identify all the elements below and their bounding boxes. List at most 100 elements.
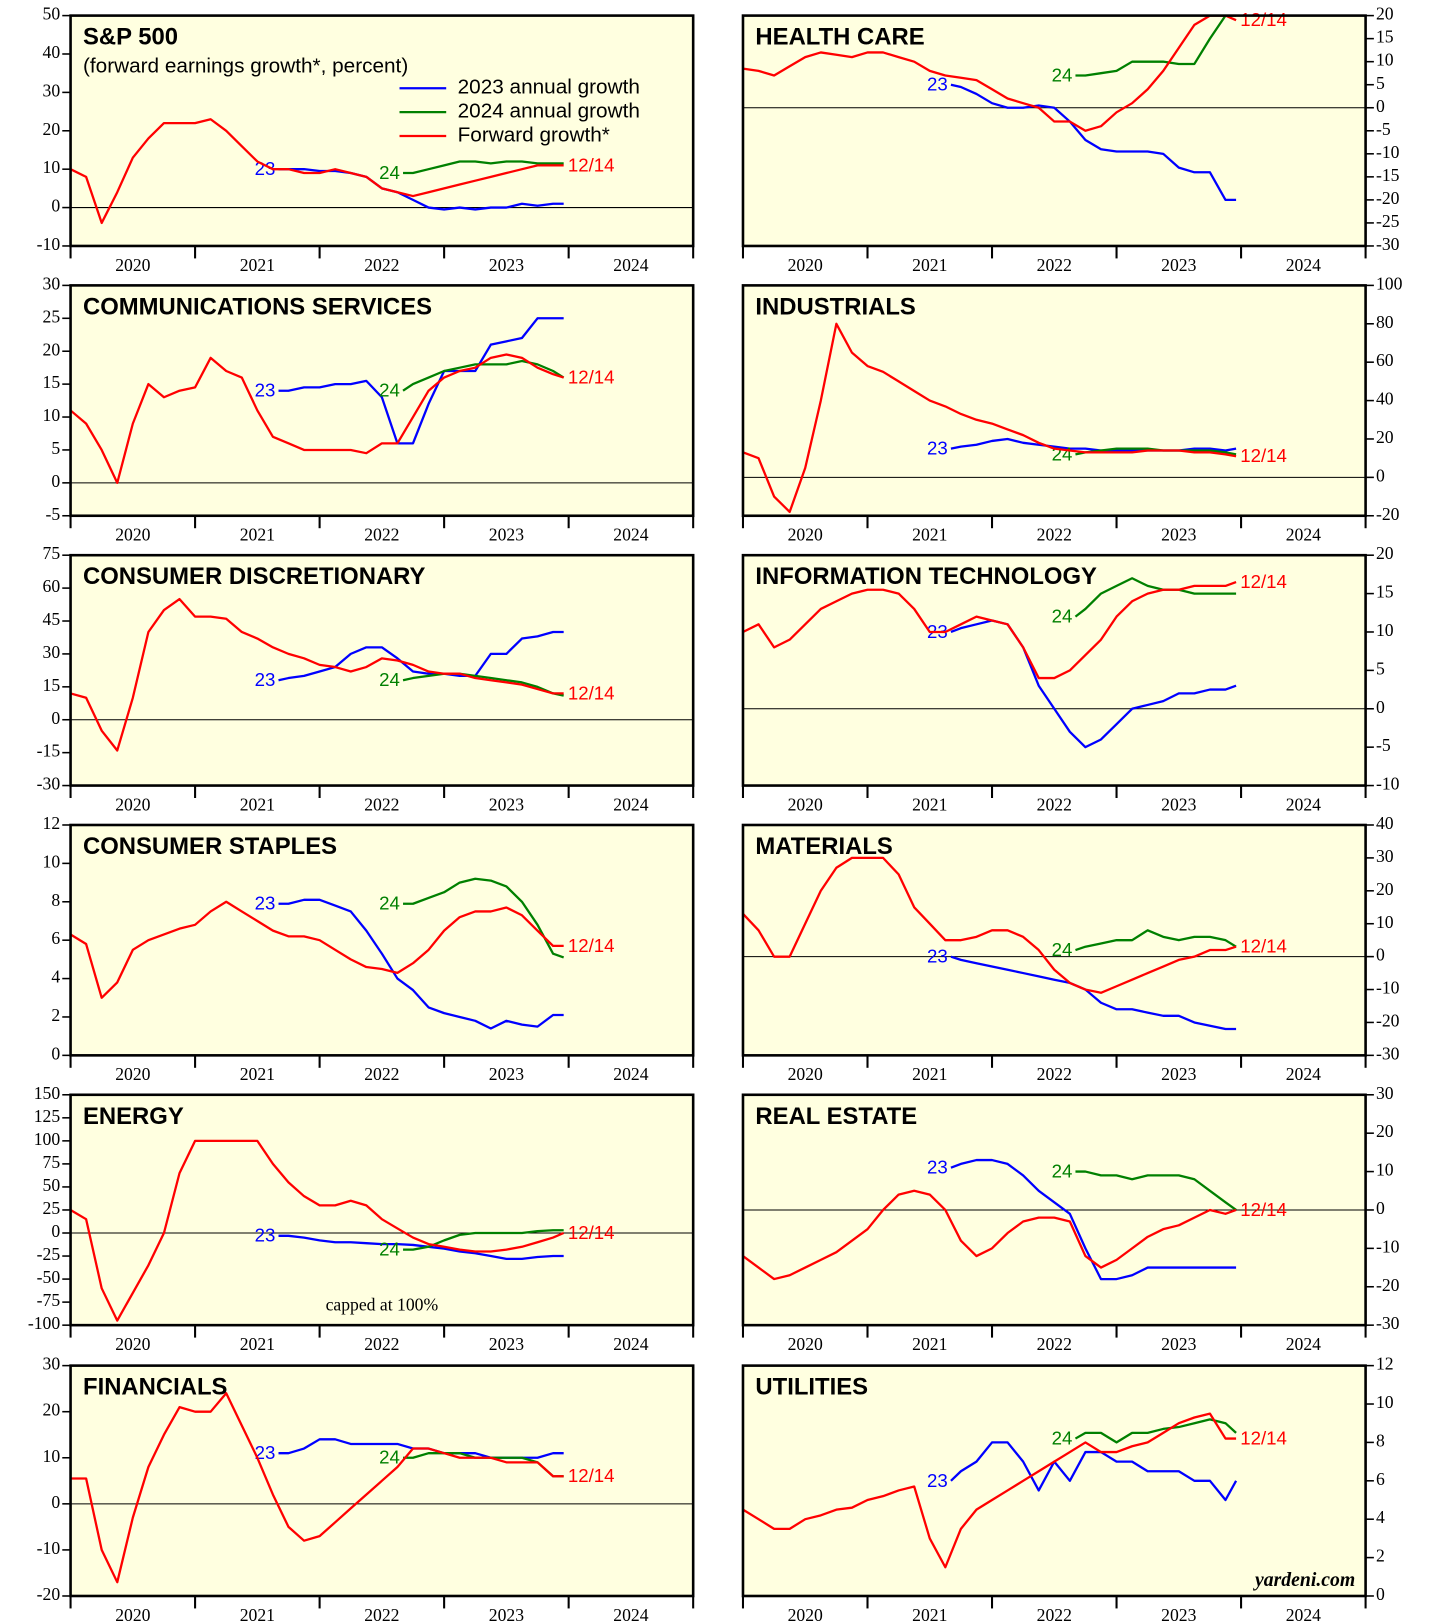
x-tick-label: 2023: [1161, 1334, 1196, 1354]
series-line: [742, 856, 1237, 994]
series-line: [950, 1158, 1237, 1281]
y-tick-label: 6: [51, 928, 60, 948]
y-tick-label: 20: [1376, 543, 1394, 563]
y-tick-label: 0: [51, 1492, 60, 1512]
plot-frame: [69, 553, 695, 787]
y-tick-label: 100: [34, 1129, 61, 1149]
series-line: [950, 955, 1237, 1031]
chart-title: FINANCIALS: [83, 1374, 227, 1401]
y-tick-label: 20: [43, 339, 61, 359]
y-tick-label: 15: [43, 675, 61, 695]
x-tick-label: 2020: [115, 1064, 150, 1084]
x-tick-label: 2020: [115, 525, 150, 545]
x-tick-label: 2024: [613, 525, 648, 545]
x-tick-label: 2021: [912, 255, 947, 275]
series-line: [1074, 577, 1237, 618]
x-tick-label: 2023: [489, 1064, 524, 1084]
plot-frame: [741, 284, 1367, 518]
x-tick-label: 2022: [1037, 525, 1072, 545]
x-tick-label: 2020: [788, 525, 823, 545]
legend-label: Forward growth*: [458, 123, 610, 146]
y-tick-label: 4: [1376, 1507, 1385, 1527]
x-tick-label: 2021: [912, 1334, 947, 1354]
x-tick-label: 2020: [788, 1064, 823, 1084]
y-tick-label: 0: [1376, 697, 1385, 717]
chart-title: MATERIALS: [755, 833, 892, 860]
y-tick-label: 40: [1376, 813, 1394, 833]
series-label: 23: [927, 438, 948, 459]
x-tick-label: 2023: [1161, 1605, 1196, 1623]
x-tick-label: 2020: [115, 255, 150, 275]
x-tick-label: 2024: [613, 1064, 648, 1084]
plot-area: [742, 824, 1366, 1056]
y-tick-label: 5: [1376, 658, 1385, 678]
y-tick-label: 30: [1376, 1083, 1394, 1103]
plot-frame: [69, 1364, 695, 1598]
x-tick-label: 2023: [1161, 1064, 1196, 1084]
plot-frame: [69, 1093, 695, 1327]
legend-label: 2024 annual growth: [458, 100, 640, 123]
source: yardeni.com: [1253, 1569, 1355, 1591]
series-line: [70, 1392, 564, 1584]
y-tick-label: 0: [1376, 1584, 1385, 1604]
y-tick-label: 0: [51, 1043, 60, 1063]
series-line: [950, 83, 1237, 202]
x-tick-label: 2024: [613, 1334, 648, 1354]
plot-frame: [741, 1093, 1367, 1327]
series-label: 23: [255, 1225, 276, 1246]
series-line: [69, 900, 564, 999]
y-tick-label: 50: [43, 4, 61, 24]
series-label: 24: [379, 1239, 400, 1260]
y-tick-label: 15: [43, 372, 61, 392]
x-tick-label: 2023: [489, 525, 524, 545]
chart-title: COMMUNICATIONS SERVICES: [83, 293, 432, 320]
plot-area: [742, 555, 1366, 786]
series-label: 23: [927, 1157, 948, 1178]
series-line: [69, 353, 565, 485]
series-line: [742, 1412, 1237, 1569]
series-label: 24: [1052, 443, 1073, 464]
y-tick-label: 20: [1376, 4, 1394, 24]
y-tick-label: 20: [1376, 427, 1394, 447]
y-tick-label: 10: [43, 405, 61, 425]
plot-frame: [741, 1364, 1367, 1598]
annotation: capped at 100%: [326, 1295, 439, 1315]
series-label: 24: [1052, 1161, 1073, 1182]
x-tick-label: 2022: [364, 1064, 399, 1084]
series-label: 24: [1052, 64, 1073, 85]
x-tick-label: 2024: [1286, 255, 1321, 275]
y-tick-label: 0: [51, 1221, 60, 1241]
x-tick-label: 2020: [788, 255, 823, 275]
y-tick-label: -15: [1376, 165, 1400, 185]
series-line: [1074, 1418, 1237, 1444]
y-tick-label: -75: [37, 1290, 61, 1310]
series-label: 24: [379, 669, 400, 690]
x-tick-label: 2021: [912, 1605, 947, 1623]
series-line: [278, 317, 564, 445]
series-line: [278, 898, 564, 1030]
series-label: 12/14: [568, 367, 615, 388]
x-tick-label: 2023: [1161, 794, 1196, 814]
series-label: 24: [379, 380, 400, 401]
series-line: [1075, 14, 1237, 77]
x-tick-label: 2023: [489, 255, 524, 275]
x-tick-label: 2020: [788, 1334, 823, 1354]
chart-title: INFORMATION TECHNOLOGY: [755, 563, 1097, 590]
x-tick-label: 2020: [788, 1605, 823, 1623]
x-tick-label: 2024: [613, 255, 648, 275]
y-tick-label: 60: [43, 576, 61, 596]
x-tick-label: 2020: [115, 1334, 150, 1354]
y-tick-label: 80: [1376, 312, 1394, 332]
y-tick-label: 10: [43, 157, 61, 177]
chart-title: S&P 500: [83, 24, 178, 51]
plot-frame: [69, 284, 695, 518]
x-tick-label: 2024: [1286, 1064, 1321, 1084]
plot-area: [70, 1094, 694, 1326]
y-tick-label: 30: [43, 642, 61, 662]
chart-title: HEALTH CARE: [755, 24, 924, 51]
series-label: 24: [379, 162, 400, 183]
x-tick-label: 2021: [912, 1064, 947, 1084]
series-label: 24: [379, 1447, 400, 1468]
chart-title: REAL ESTATE: [755, 1103, 917, 1130]
y-tick-label: 6: [1376, 1469, 1385, 1489]
